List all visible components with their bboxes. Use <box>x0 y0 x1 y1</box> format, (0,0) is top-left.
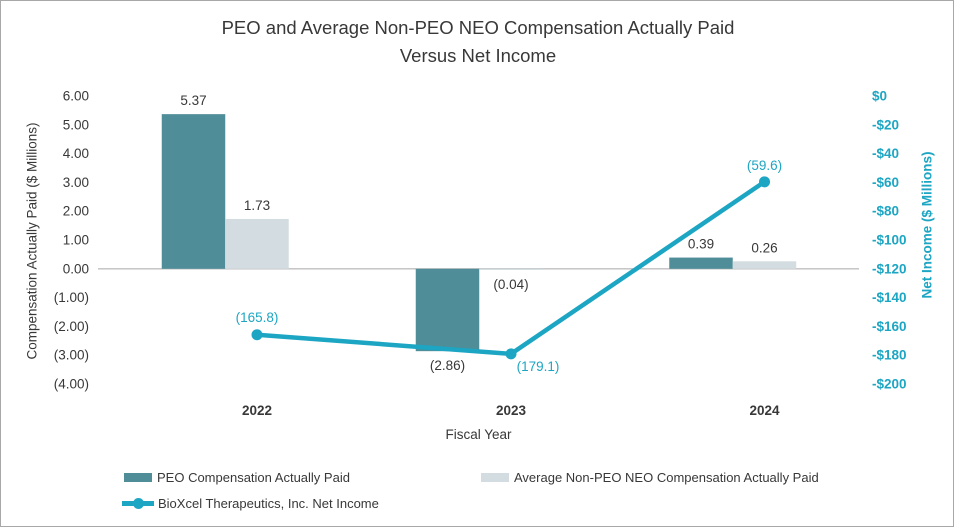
right-axis-tick-label: -$40 <box>872 146 899 161</box>
chart-title-line1: PEO and Average Non-PEO NEO Compensation… <box>221 17 735 38</box>
legend-label-peo: PEO Compensation Actually Paid <box>157 470 350 485</box>
legend-item-net-income: BioXcel Therapeutics, Inc. Net Income <box>122 496 379 511</box>
chart-title-line2: Versus Net Income <box>399 45 557 66</box>
net-income-point-2024 <box>759 176 770 188</box>
net-income-point-2022 <box>251 329 263 341</box>
bar-non-peo-2024 <box>732 261 797 269</box>
left-axis-tick-label: 4.00 <box>63 146 89 161</box>
left-axis-tick-label: (3.00) <box>54 348 89 363</box>
legend-line-marker-icon <box>122 498 154 510</box>
bar-peo-2023 <box>415 268 480 352</box>
bar-data-label: 1.73 <box>244 198 270 213</box>
left-axis-tick-label: 6.00 <box>63 89 89 104</box>
line-data-label: (59.6) <box>747 158 782 173</box>
right-axis-tick-label: $0 <box>872 89 887 104</box>
bar-data-label: 5.37 <box>180 93 206 108</box>
legend-swatch-peo-icon <box>124 473 152 482</box>
bar-data-label: (2.86) <box>430 358 465 373</box>
bar-data-label: 0.39 <box>688 237 714 252</box>
x-axis-tick-label: 2024 <box>749 403 780 418</box>
bar-non-peo-2023 <box>479 268 543 270</box>
legend-label-non-peo: Average Non-PEO NEO Compensation Actuall… <box>514 470 819 485</box>
bar-non-peo-2022 <box>225 218 289 269</box>
left-axis-tick-label: (4.00) <box>54 377 89 392</box>
chart-title: PEO and Average Non-PEO NEO Compensation… <box>1 14 953 70</box>
right-axis-tick-label: -$100 <box>872 233 907 248</box>
x-axis-tick-label: 2022 <box>242 403 272 418</box>
right-axis-tick-label: -$200 <box>872 377 907 392</box>
right-axis-tick-label: -$120 <box>872 261 907 276</box>
right-axis-tick-label: -$60 <box>872 175 899 190</box>
bar-data-label: (0.04) <box>493 277 528 292</box>
legend-swatch-non-peo-icon <box>481 473 509 482</box>
line-data-label: (165.8) <box>236 310 279 325</box>
left-axis-tick-label: 3.00 <box>63 175 89 190</box>
legend-item-peo: PEO Compensation Actually Paid <box>124 470 350 485</box>
x-axis-title: Fiscal Year <box>445 427 512 442</box>
bar-data-label: 0.26 <box>751 240 777 255</box>
right-axis-tick-label: -$20 <box>872 117 899 132</box>
left-axis-tick-label: 2.00 <box>63 204 89 219</box>
legend-item-non-peo: Average Non-PEO NEO Compensation Actuall… <box>481 470 819 485</box>
right-axis-tick-label: -$160 <box>872 319 907 334</box>
right-axis-tick-label: -$180 <box>872 348 907 363</box>
x-axis-tick-label: 2023 <box>496 403 527 418</box>
left-axis-tick-label: (2.00) <box>54 319 89 334</box>
right-axis-tick-label: -$140 <box>872 290 907 305</box>
bar-peo-2024 <box>669 257 733 269</box>
net-income-point-2023 <box>505 348 517 360</box>
legend-label-net-income: BioXcel Therapeutics, Inc. Net Income <box>158 496 379 511</box>
left-axis-tick-label: 0.00 <box>63 261 89 276</box>
left-axis-tick-label: (1.00) <box>54 290 89 305</box>
legend-line-dot-icon <box>133 498 144 510</box>
right-axis-tick-label: -$80 <box>872 204 899 219</box>
left-axis-tick-label: 1.00 <box>63 233 89 248</box>
line-data-label: (179.1) <box>517 359 560 374</box>
bar-peo-2022 <box>161 114 226 269</box>
left-axis-tick-label: 5.00 <box>63 117 89 132</box>
